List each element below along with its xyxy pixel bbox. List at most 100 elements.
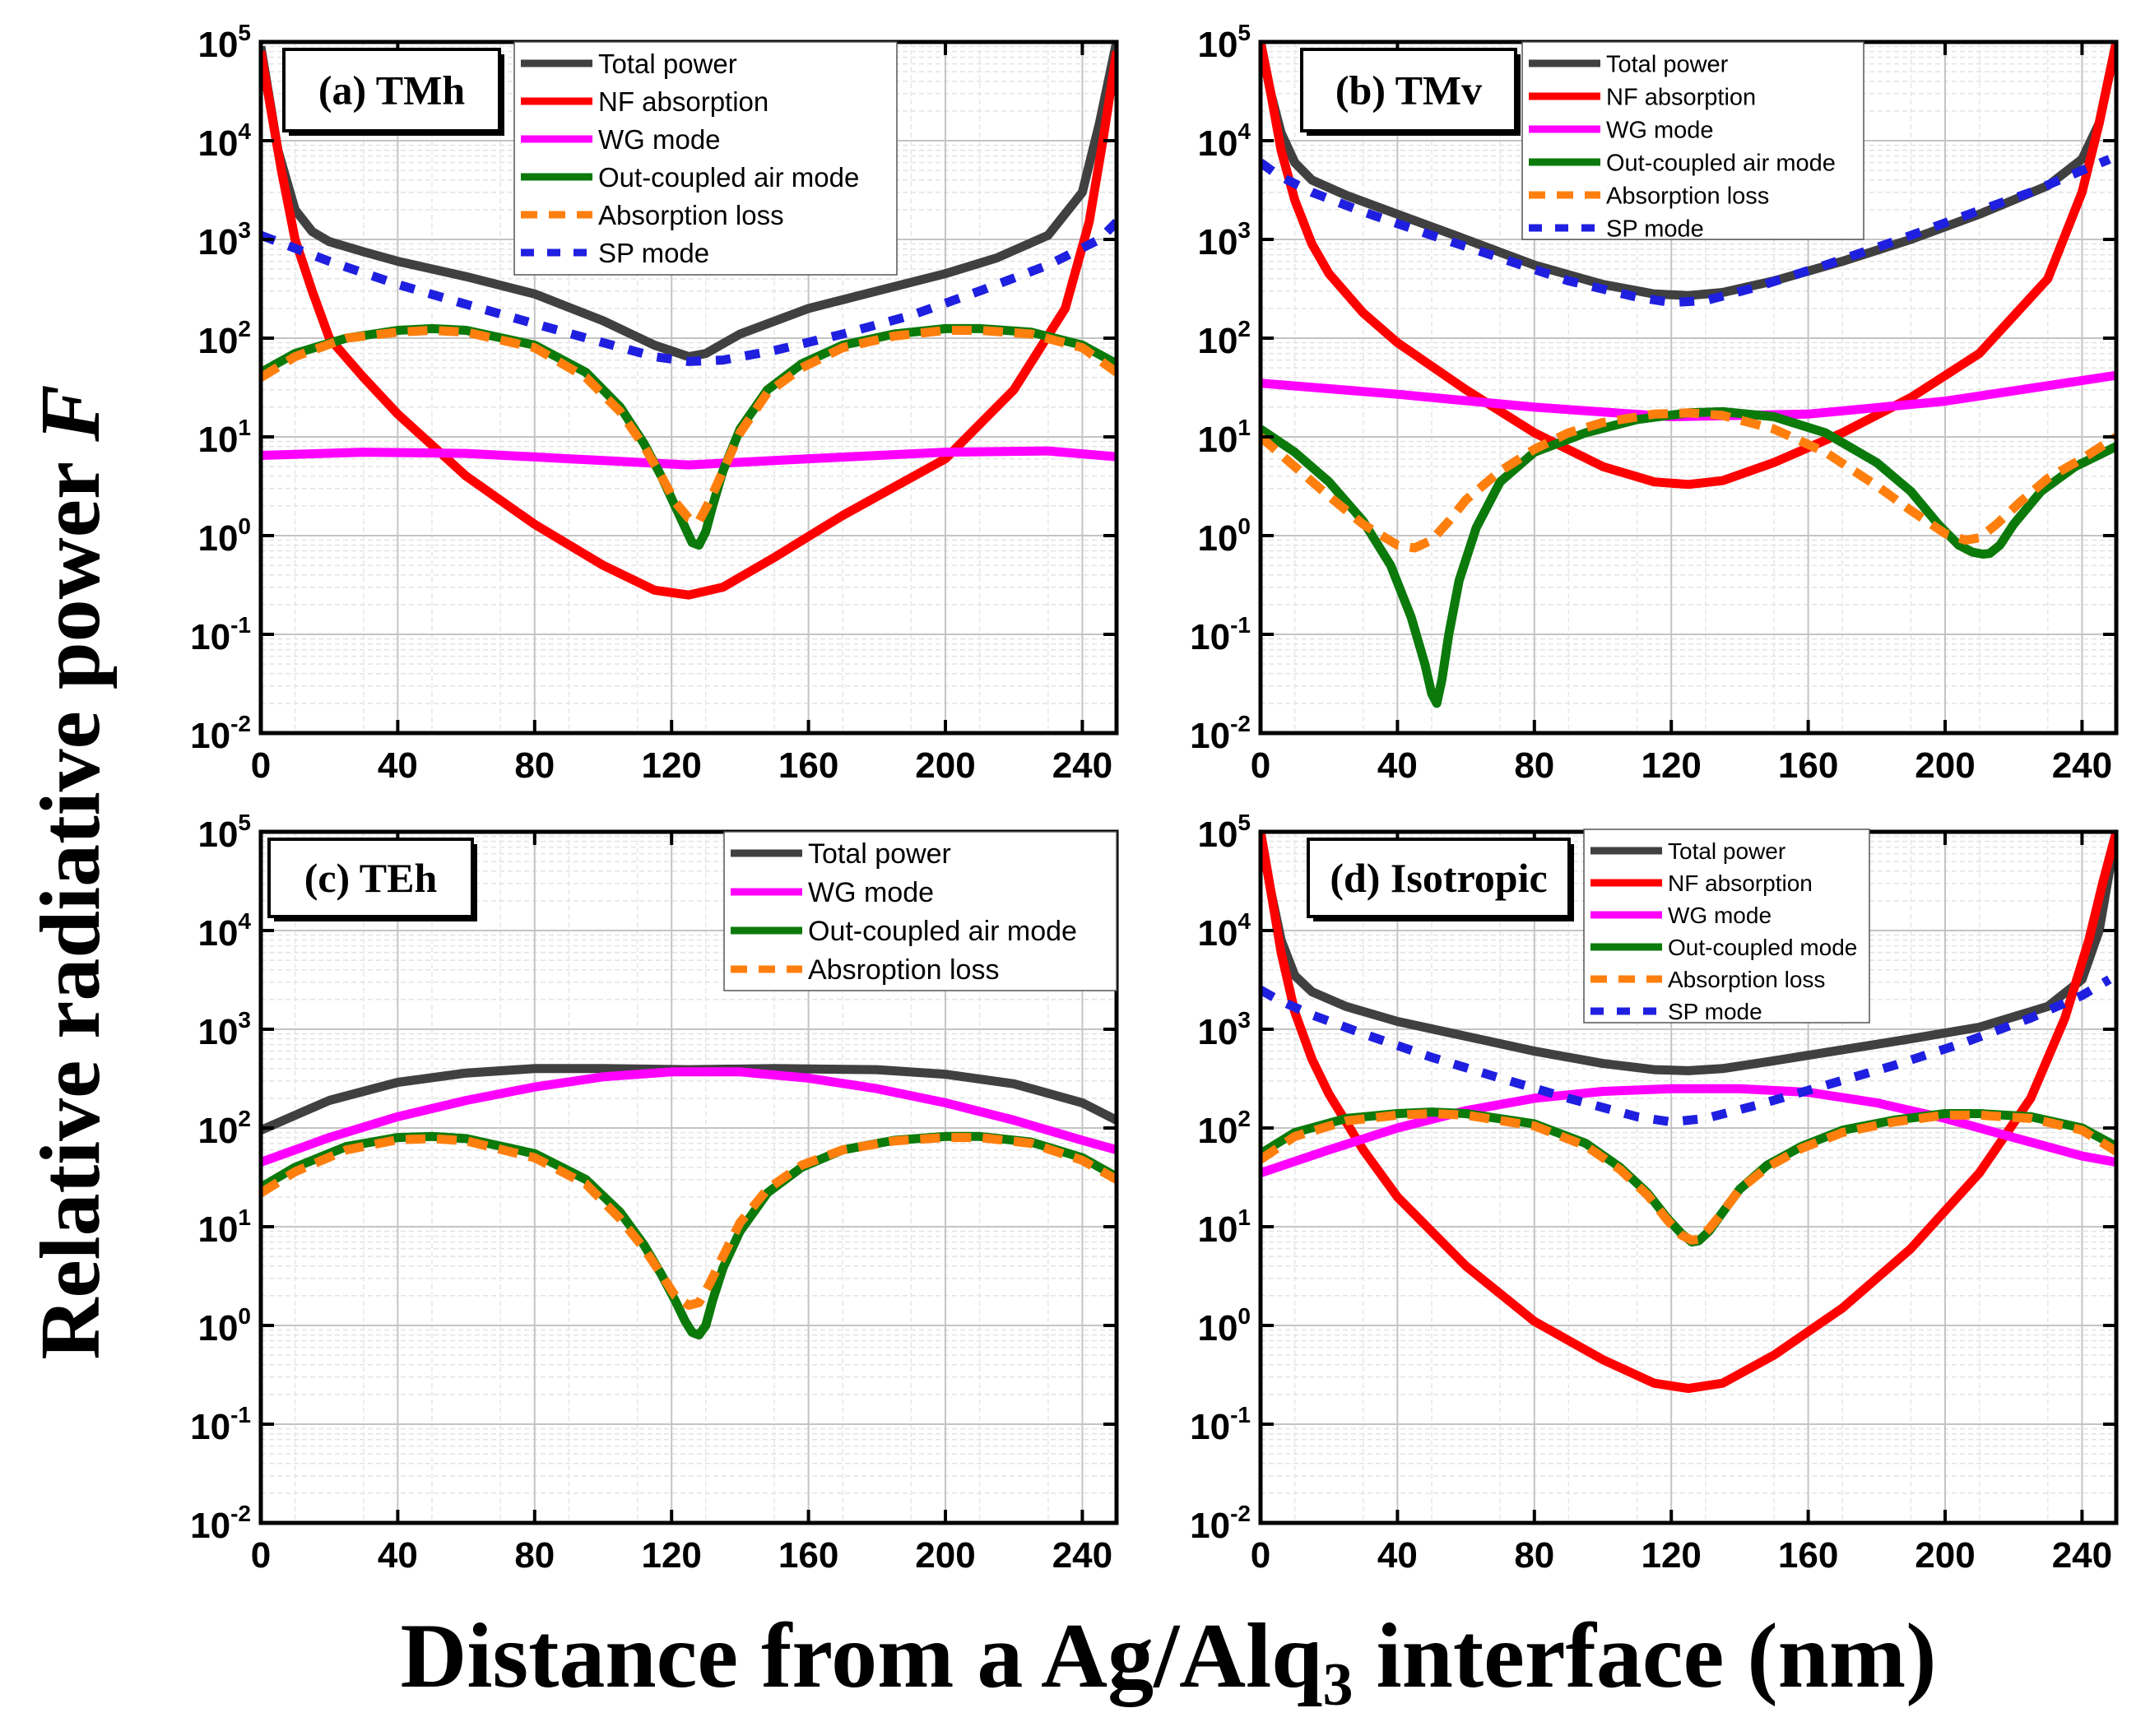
x-tick-label: 40 — [378, 1535, 418, 1576]
x-tick-label: 200 — [1915, 745, 1975, 786]
y-tick-label: 105 — [1197, 20, 1251, 65]
panel-title: (a) TMh — [282, 48, 504, 136]
axis-ticks: 0 40 80 120 160 200 240 10-2 10-1 100 101 102 103 104… — [190, 810, 1117, 1576]
x-tick-label: 80 — [514, 745, 555, 786]
axis-ticks: 0 40 80 120 160 200 240 10-2 10-1 100 101 102 103 104… — [190, 20, 1117, 786]
x-axis-label-subscript: 3 — [1322, 1651, 1353, 1719]
x-tick-label: 40 — [378, 745, 418, 786]
y-tick-label: 10-2 — [190, 711, 251, 756]
panels: 0 40 80 120 160 200 240 10-2 10-1 100 101 102 103 104… — [190, 20, 2119, 1576]
x-axis-label-text: Distance from a Ag/Alq — [400, 1605, 1322, 1707]
series-line-total-power — [1261, 832, 2116, 1075]
legend: Total power NF absorption WG mode Out-coupl… — [1521, 41, 1864, 242]
legend-label: Out-coupled air mode — [598, 162, 859, 193]
legend-label: SP mode — [1668, 999, 1762, 1024]
y-tick-label: 103 — [197, 1007, 251, 1052]
y-tick-label: 102 — [197, 316, 251, 361]
panel-title-text: (c) TEh — [304, 855, 438, 901]
x-tick-label: 120 — [1641, 1535, 1701, 1576]
x-tick-label: 240 — [1052, 1535, 1112, 1576]
legend-box — [513, 41, 898, 276]
x-tick-label: 120 — [1641, 745, 1701, 786]
x-tick-label: 120 — [641, 1535, 701, 1576]
legend-box — [1521, 41, 1864, 240]
series-line-sp-mode — [1261, 975, 2112, 1127]
title-box — [1307, 838, 1571, 918]
x-tick-label: 120 — [641, 745, 701, 786]
x-tick-label: 200 — [1915, 1535, 1975, 1576]
panel-title: (b) TMv — [1300, 48, 1521, 136]
y-tick-label: 105 — [197, 20, 251, 65]
legend-label: Out-coupled mode — [1668, 935, 1857, 960]
y-axis-label-symbol: F — [23, 384, 118, 442]
x-tick-label: 200 — [915, 745, 975, 786]
panel-d: 0 40 80 120 160 200 240 10-2 10-1 100 101 102 103 104… — [1190, 810, 2119, 1576]
legend-label: Out-coupled air mode — [1606, 150, 1836, 176]
x-tick-label: 160 — [778, 745, 838, 786]
legend-label: WG mode — [1606, 117, 1714, 143]
title-box — [267, 838, 474, 918]
x-tick-label: 0 — [251, 1535, 271, 1576]
y-tick-label: 10-1 — [1190, 612, 1251, 657]
series-line-wg-mode — [261, 1067, 1117, 1167]
series-group — [1261, 832, 2116, 1394]
legend-label: NF absorption — [1668, 870, 1813, 896]
x-tick-label: 0 — [251, 745, 271, 786]
y-tick-label: 10-2 — [1190, 711, 1251, 756]
series-group — [261, 1064, 1117, 1340]
panel-title-text: (d) Isotropic — [1330, 855, 1547, 901]
panel-c: 0 40 80 120 160 200 240 10-2 10-1 100 101 102 103 104… — [190, 810, 1119, 1576]
panel-a: 0 40 80 120 160 200 240 10-2 10-1 100 101 102 103 104… — [190, 20, 1119, 786]
y-tick-label: 10-2 — [1190, 1501, 1251, 1546]
series-line-absorption-loss — [261, 326, 1117, 526]
axis-ticks: 0 40 80 120 160 200 240 10-2 10-1 100 101 102 103 104… — [1190, 20, 2116, 786]
y-tick-label: 104 — [1197, 118, 1251, 164]
y-tick-label: 10-1 — [1190, 1402, 1251, 1447]
legend-box — [723, 831, 1117, 991]
legend-label: Absorption loss — [1606, 183, 1769, 209]
x-tick-label: 80 — [1514, 745, 1554, 786]
x-tick-label: 240 — [1052, 745, 1112, 786]
y-tick-label: 101 — [197, 1205, 251, 1250]
series-group — [261, 42, 1117, 600]
series-line-nf-absorption — [1261, 42, 2116, 490]
legend: Total power NF absorption WG mode Out-coupl… — [1583, 829, 1870, 1024]
legend-box — [1583, 829, 1870, 1023]
legend-label: Absorption loss — [598, 200, 784, 230]
series-group — [1261, 42, 2116, 708]
y-tick-label: 102 — [1197, 1106, 1251, 1151]
legend: Total power WG mode Out-coupled air mode Ab… — [723, 831, 1117, 991]
x-tick-label: 240 — [2052, 745, 2112, 786]
x-axis-label-rest: interface (nm) — [1353, 1605, 1936, 1707]
y-tick-label: 101 — [1197, 1205, 1251, 1250]
x-tick-label: 40 — [1377, 1535, 1418, 1576]
y-tick-label: 105 — [1197, 810, 1251, 855]
y-tick-label: 105 — [197, 810, 251, 855]
panel-title-text: (b) TMv — [1335, 67, 1482, 114]
x-tick-label: 240 — [2052, 1535, 2112, 1576]
x-tick-label: 200 — [915, 1535, 975, 1576]
legend-label: WG mode — [598, 124, 721, 155]
legend-label: NF absorption — [598, 86, 769, 117]
y-tick-label: 104 — [197, 908, 251, 954]
x-tick-label: 160 — [1778, 745, 1838, 786]
title-box — [282, 48, 501, 132]
y-tick-label: 102 — [1197, 316, 1251, 361]
series-line-absorption-loss — [1261, 408, 2116, 553]
y-tick-label: 100 — [1197, 513, 1251, 559]
legend-label: Total power — [598, 49, 737, 79]
panel-b: 0 40 80 120 160 200 240 10-2 10-1 100 101 102 103 104… — [1190, 20, 2119, 786]
x-tick-label: 160 — [1778, 1535, 1838, 1576]
panel-title: (d) Isotropic — [1307, 838, 1574, 921]
series-line-absroption-loss — [261, 1133, 1117, 1310]
y-tick-label: 104 — [197, 118, 251, 164]
panel-title: (c) TEh — [267, 838, 477, 921]
legend: Total power NF absorption WG mode Out-coupl… — [513, 41, 898, 276]
y-tick-label: 10-2 — [190, 1501, 251, 1546]
legend-label: Out-coupled air mode — [808, 916, 1077, 947]
y-tick-label: 101 — [1197, 415, 1251, 460]
series-line-total-power — [261, 42, 1117, 361]
y-tick-label: 104 — [1197, 908, 1251, 954]
y-tick-label: 10-1 — [190, 612, 251, 657]
legend-label: Total power — [808, 838, 951, 870]
